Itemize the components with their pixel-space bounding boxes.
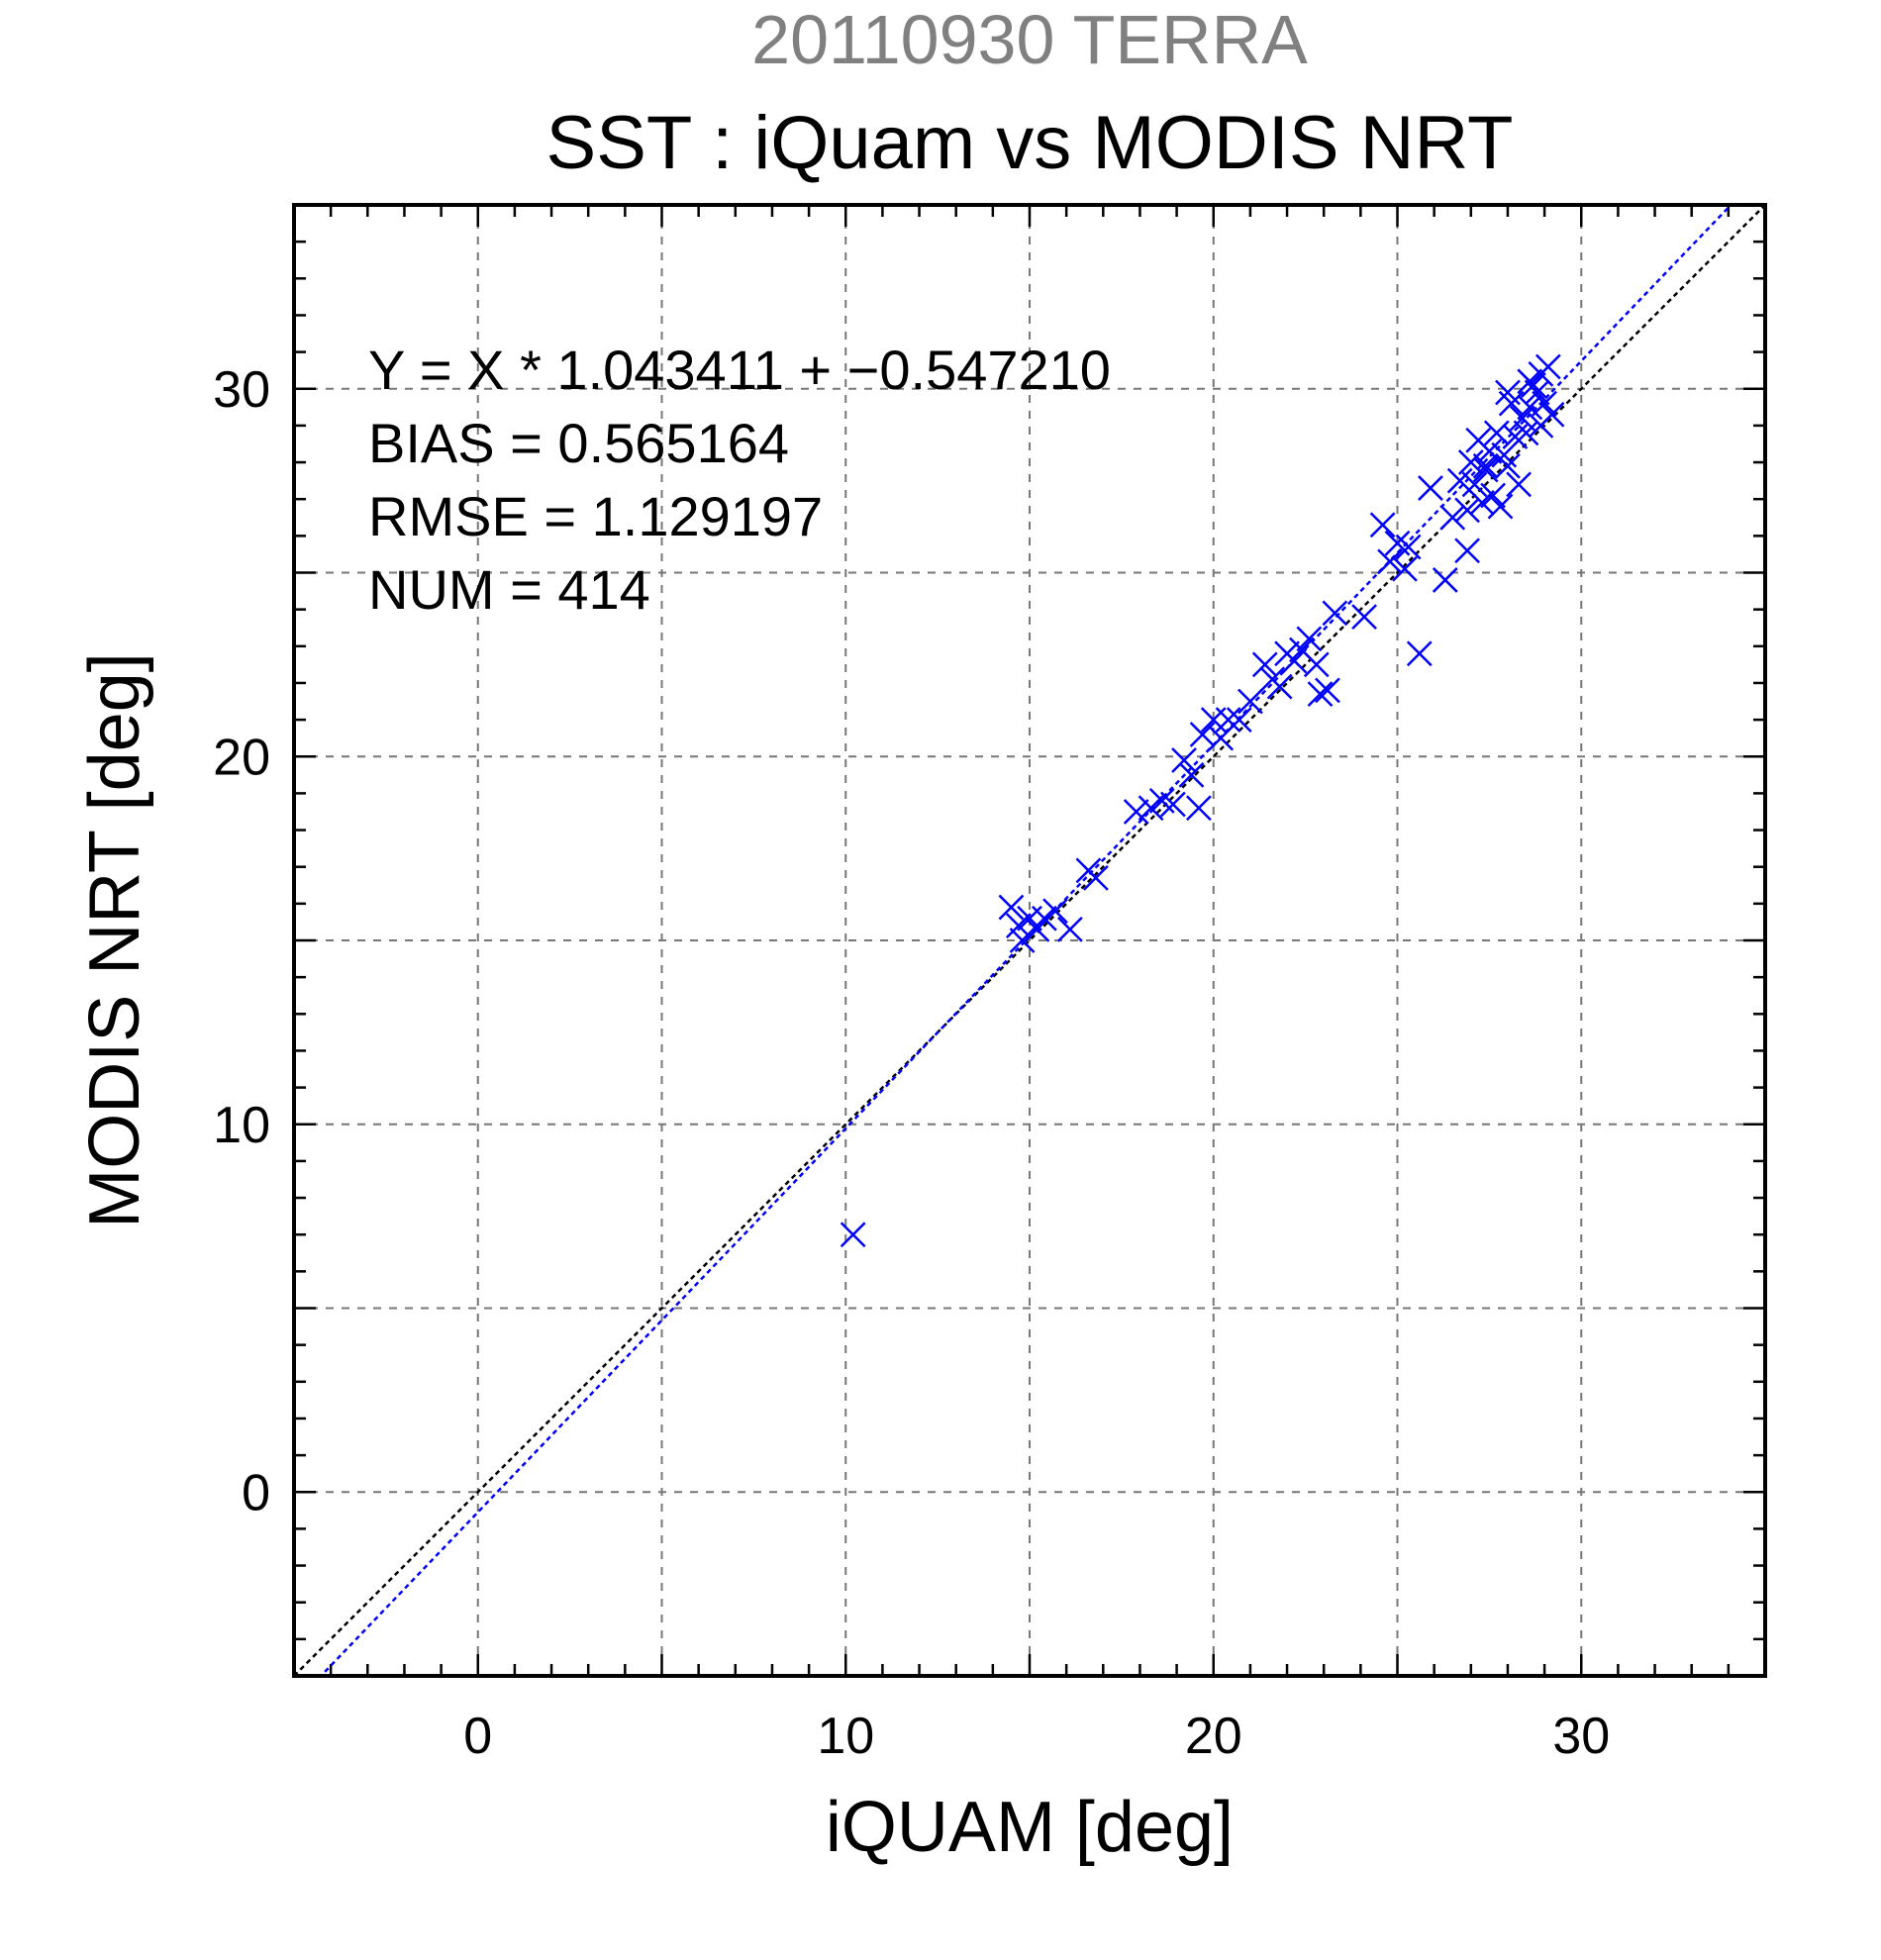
scatter-point [1454,497,1480,524]
scatter-point [1439,504,1466,531]
scatter-point [1303,651,1330,678]
stats-line-rmse: RMSE = 1.129197 [368,485,823,547]
scatter-point [1534,353,1561,380]
scatter-point [1238,688,1263,715]
scatter-points [840,353,1565,1248]
scatter-point [1517,394,1543,421]
scatter-point [1056,916,1083,942]
scatter-point [1472,452,1499,479]
scatter-point [1392,555,1418,582]
y-tick-label: 0 [242,1464,270,1521]
scatter-point [1307,681,1334,707]
scatter-point [1461,471,1488,498]
scatter-point [1322,600,1348,627]
plot-area [294,205,1765,1676]
scatter-point [1226,707,1252,733]
scatter-point [1495,379,1521,406]
scatter-point [840,1222,866,1248]
scatter-point [1266,673,1293,700]
scatter-point [1446,467,1473,494]
y-tick-label: 30 [213,361,270,419]
scatter-point [1457,449,1484,475]
scatter-point [1138,795,1164,822]
y-axis-label: MODIS NRT [deg] [75,652,154,1228]
scatter-point [1432,567,1458,593]
x-tick-label: 20 [1185,1708,1242,1765]
y-tick-label: 20 [213,729,270,786]
x-axis-label: iQUAM [deg] [826,1788,1234,1867]
scatter-point [1351,604,1377,630]
scatter-point [1395,534,1422,560]
scatter-point [1377,548,1403,575]
scatter-point [1042,898,1068,925]
scatter-point [1082,864,1109,891]
scatter-point [1296,626,1323,652]
scatter-point [1528,413,1554,439]
scatter-point [998,894,1025,921]
scatter-point [1281,647,1308,674]
scatter-point [1532,390,1557,417]
scatter-point [1005,913,1032,939]
scatter-point [1123,799,1149,825]
x-tick-labels: 0 10 20 30 [463,1708,1610,1765]
chart-title: SST : iQuam vs MODIS NRT [546,101,1514,185]
scatter-point [1171,747,1197,773]
scatter-point [1483,420,1510,446]
scatter-point [1506,471,1532,498]
scatter-point [1517,368,1543,395]
scatter-point [1418,475,1443,501]
scatter-point [1009,928,1036,953]
scatter-point [1178,761,1205,788]
scatter-point [1369,512,1396,539]
y-tick-label: 10 [213,1097,270,1154]
stats-box: Y = X * 1.043411 + −0.547210 BIAS = 0.56… [368,339,1111,621]
chart-subtitle: 20110930 TERRA [751,1,1308,78]
scatter-point [1509,405,1535,432]
stats-line-num: NUM = 414 [368,558,650,621]
scatter-point [1186,795,1212,822]
scatter-point [1215,707,1241,733]
scatter-point [1315,677,1340,704]
scatter-point [1406,640,1433,667]
scatter-point [1495,452,1521,479]
scatter-point [1189,722,1216,747]
stats-line-fit: Y = X * 1.043411 + −0.547210 [368,339,1111,401]
scatter-point [1476,439,1503,464]
stats-line-bias: BIAS = 0.565164 [368,412,789,474]
scatter-point [1160,791,1186,818]
x-tick-label: 0 [463,1708,492,1765]
y-tick-labels: 0 10 20 30 [213,361,270,1522]
x-tick-label: 30 [1552,1708,1610,1765]
scatter-point [1454,538,1480,564]
scatter-point [1251,651,1278,678]
scatter-point [1031,905,1057,931]
scatter-point [1480,482,1506,509]
scatter-point [1513,420,1539,446]
title-group: 20110930 TERRA SST : iQuam vs MODIS NRT [546,1,1514,185]
grid-lines [294,205,1765,1676]
plot-frame [292,203,1767,1678]
x-tick-label: 10 [817,1708,874,1765]
scatter-point [1487,493,1514,520]
